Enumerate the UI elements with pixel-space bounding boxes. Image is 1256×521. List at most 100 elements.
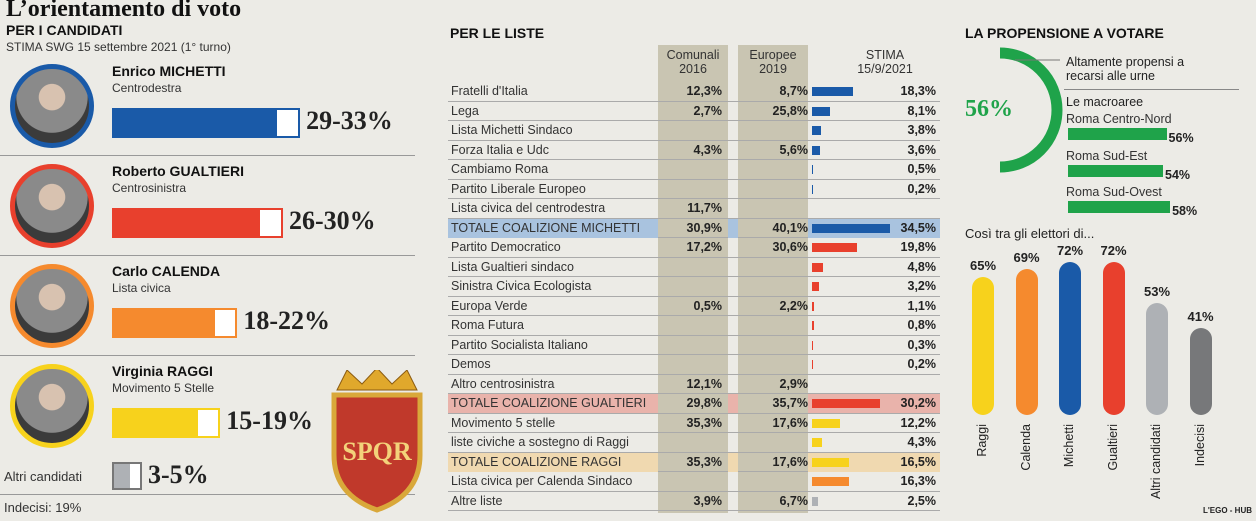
voter-bar-value: 53% — [1143, 283, 1171, 299]
others-fill — [114, 464, 130, 488]
total-highlight — [728, 218, 738, 238]
voter-bar-category: Gualtieri — [1105, 424, 1120, 471]
column-header-europee: Europee 2019 — [749, 48, 797, 76]
row-label: Lista civica per Calenda Sindaco — [451, 474, 633, 488]
candidate-row: Roberto GUALTIERI Centrosinistra 26-30% — [0, 158, 415, 256]
row-label: Demos — [451, 357, 491, 371]
macroareas-label: Le macroaree — [1066, 95, 1144, 109]
value-europee-2019: 30,6% — [772, 240, 808, 254]
value-comunali-2016: 3,9% — [693, 493, 723, 508]
row-label: Lista civica del centrodestra — [451, 201, 606, 215]
macroarea-label: Roma Centro-Nord — [1066, 112, 1172, 126]
row-label: TOTALE COALIZIONE GUALTIERI — [451, 396, 647, 410]
value-comunali-2016: 35,3% — [686, 454, 722, 469]
candidate-range: 26-30% — [289, 206, 376, 235]
voter-bar-value: 41% — [1187, 309, 1214, 325]
table-row: Forza Italia e Udc 4,3% 5,6% 3,6% — [448, 141, 940, 160]
voter-bar — [1189, 328, 1212, 415]
stima-bar — [812, 399, 881, 408]
value-europee-2019: 6,7% — [779, 493, 809, 508]
table-row: Demos 0,2% — [448, 355, 940, 375]
value-comunali-2016: 4,3% — [693, 142, 723, 157]
voter-bar-category: Calenda — [1018, 424, 1033, 471]
candidate-range: 15-19% — [226, 406, 313, 435]
table-row: Lista Gualtieri sindaco 4,8% — [448, 258, 940, 277]
candidate-party: Centrosinistra — [112, 181, 187, 195]
voter-bar-value: 65% — [969, 258, 997, 274]
value-comunali-2016: 30,9% — [686, 220, 722, 235]
table-row: liste civiche a sostegno di Raggi 4,3% — [448, 433, 940, 453]
row-label: Europa Verde — [451, 298, 528, 313]
stima-bar — [812, 243, 857, 252]
table-row: Lista civica per Calenda Sindaco 16,3% — [448, 472, 940, 492]
stima-bar — [812, 223, 890, 233]
value-stima: 30,2% — [900, 396, 936, 410]
stima-bar — [812, 87, 854, 96]
value-comunali-2016: 29,8% — [686, 396, 722, 410]
table-row: Partito Liberale Europeo 0,2% — [448, 180, 940, 199]
value-stima: 3,8% — [907, 123, 937, 137]
table-row: Altre liste 3,9% 6,7% 2,5% — [448, 492, 940, 511]
value-stima: 0,2% — [907, 357, 937, 371]
row-label: Sinistra Civica Ecologista — [451, 279, 592, 293]
column-comunali-2016 — [658, 45, 728, 513]
stima-bar — [812, 262, 823, 272]
total-highlight — [448, 452, 658, 472]
macroarea-bar — [1068, 128, 1167, 140]
row-label: Partito Democratico — [451, 240, 561, 254]
column-europee-2019 — [738, 45, 808, 513]
stima-bar — [812, 282, 820, 291]
value-stima: 0,8% — [907, 318, 937, 332]
others-label: Altri candidati — [4, 469, 83, 484]
value-stima: 3,2% — [907, 279, 937, 293]
macroarea-bar — [1068, 164, 1164, 177]
table-row: Cambiamo Roma 0,5% — [448, 160, 940, 180]
candidate-photo — [10, 164, 94, 248]
total-highlight — [728, 394, 738, 413]
row-label: liste civiche a sostegno di Raggi — [451, 435, 629, 449]
value-stima: 19,8% — [900, 240, 936, 254]
table-row: Partito Democratico 17,2% 30,6% 19,8% — [448, 238, 940, 258]
svg-text:SPQR: SPQR — [342, 437, 412, 466]
candidate-photo — [10, 64, 94, 148]
table-row: Movimento 5 stelle 35,3% 17,6% 12,2% — [448, 414, 940, 433]
value-stima: 2,5% — [907, 493, 937, 508]
row-label: Cambiamo Roma — [451, 162, 549, 176]
value-europee-2019: 2,2% — [779, 298, 809, 313]
voter-bar-value: 72% — [1056, 243, 1084, 259]
macroarea-bar — [1068, 201, 1171, 213]
others-range-bar — [112, 462, 142, 490]
value-stima: 0,5% — [907, 162, 937, 176]
value-europee-2019: 35,7% — [772, 396, 808, 410]
voters-heading: Così tra gli elettori di... — [965, 226, 1095, 241]
undecided-note: Indecisi: 19% — [4, 500, 82, 515]
macroarea-value: 54% — [1165, 167, 1191, 182]
value-stima: 0,2% — [907, 181, 937, 196]
value-europee-2019: 25,8% — [772, 103, 808, 118]
stima-bar — [812, 496, 818, 506]
candidate-name: Roberto GUALTIERI — [112, 163, 244, 179]
source-note: STIMA SWG 15 settembre 2021 (1° turno) — [6, 40, 231, 54]
row-label: Movimento 5 stelle — [451, 415, 556, 430]
voter-bar — [1059, 262, 1081, 415]
voter-bar — [1102, 262, 1125, 415]
table-row: Roma Futura 0,8% — [448, 316, 940, 336]
value-comunali-2016: 12,3% — [686, 84, 722, 98]
row-label: Forza Italia e Udc — [451, 142, 549, 157]
total-highlight — [728, 452, 738, 472]
others-range: 3-5% — [148, 460, 209, 489]
value-stima: 4,8% — [907, 259, 937, 274]
stima-bar — [812, 106, 831, 116]
candidate-range-bar — [112, 108, 301, 138]
macroarea-value: 58% — [1172, 204, 1198, 218]
spqr-crest-icon: SPQR — [331, 370, 423, 513]
table-row: TOTALE COALIZIONE MICHETTI 30,9% 40,1% 34,5… — [448, 218, 940, 238]
value-stima: 12,2% — [900, 415, 936, 430]
column-header-comunali: Comunali 2016 — [666, 48, 720, 76]
candidates-heading: PER I CANDIDATI — [6, 22, 123, 38]
voter-bar-value: 72% — [1100, 243, 1127, 259]
value-comunali-2016: 0,5% — [693, 298, 723, 313]
voter-bar-category: Altri candidati — [1149, 424, 1163, 500]
candidate-range-bar — [112, 308, 238, 338]
row-label: Roma Futura — [451, 318, 524, 332]
